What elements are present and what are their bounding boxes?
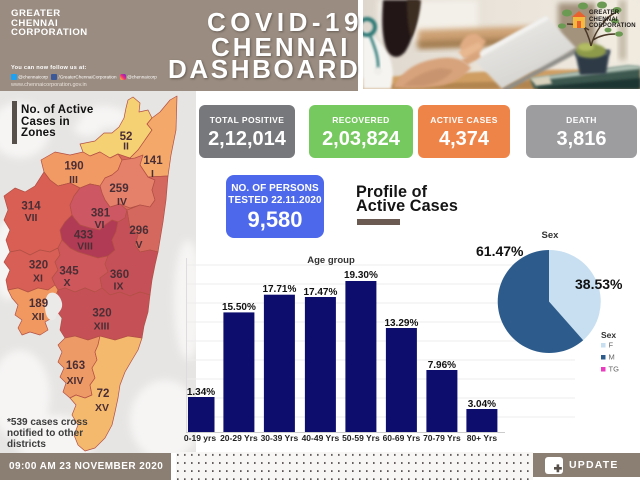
svg-text:433: 433 — [74, 230, 93, 242]
svg-text:345: 345 — [59, 266, 79, 278]
svg-text:I: I — [151, 168, 154, 180]
svg-text:259: 259 — [109, 183, 128, 195]
svg-text:XIII: XIII — [94, 321, 110, 333]
svg-text:141: 141 — [143, 155, 163, 167]
svg-text:296: 296 — [129, 225, 148, 237]
svg-text:M: M — [609, 353, 615, 362]
svg-text:163: 163 — [66, 360, 85, 372]
svg-text:320: 320 — [92, 308, 111, 320]
svg-text:XII: XII — [32, 311, 45, 323]
svg-text:0-19 yrs: 0-19 yrs — [184, 433, 216, 443]
svg-text:VII: VII — [25, 212, 38, 224]
svg-text:320: 320 — [29, 260, 48, 272]
svg-text:50-59 Yrs: 50-59 Yrs — [342, 433, 380, 443]
svg-text:190: 190 — [64, 161, 83, 173]
svg-text:314: 314 — [21, 201, 41, 213]
svg-text:XV: XV — [95, 402, 109, 414]
svg-text:17.47%: 17.47% — [303, 287, 337, 298]
svg-text:72: 72 — [97, 388, 110, 400]
svg-text:II: II — [123, 141, 129, 153]
svg-text:V: V — [135, 239, 142, 251]
svg-text:Sex: Sex — [542, 230, 560, 241]
svg-text:VIII: VIII — [77, 241, 93, 253]
svg-text:60-69 Yrs: 60-69 Yrs — [383, 433, 421, 443]
svg-text:189: 189 — [29, 298, 48, 310]
svg-text:381: 381 — [91, 208, 111, 220]
svg-text:40-49 Yrs: 40-49 Yrs — [302, 433, 340, 443]
svg-text:X: X — [63, 277, 70, 289]
svg-text:15.50%: 15.50% — [222, 302, 256, 313]
svg-text:Sex: Sex — [601, 330, 616, 340]
svg-text:TG: TG — [609, 365, 620, 374]
svg-text:52: 52 — [120, 131, 133, 143]
svg-text:80+ Yrs: 80+ Yrs — [467, 433, 498, 443]
svg-text:VI: VI — [95, 219, 105, 231]
svg-text:III: III — [69, 174, 78, 186]
svg-text:20-29 Yrs: 20-29 Yrs — [220, 433, 258, 443]
svg-text:IX: IX — [114, 281, 124, 293]
svg-text:IV: IV — [117, 196, 127, 208]
svg-text:17.71%: 17.71% — [262, 284, 296, 295]
svg-text:7.96%: 7.96% — [428, 360, 456, 371]
svg-text:70-79 Yrs: 70-79 Yrs — [423, 433, 461, 443]
svg-text:XI: XI — [33, 273, 43, 285]
svg-text:3.04%: 3.04% — [468, 399, 496, 410]
svg-text:360: 360 — [110, 269, 129, 281]
svg-text:Age group: Age group — [307, 255, 355, 266]
svg-text:19.30%: 19.30% — [344, 270, 378, 281]
svg-text:1.34%: 1.34% — [187, 387, 215, 398]
svg-text:30-39 Yrs: 30-39 Yrs — [261, 433, 299, 443]
svg-text:F: F — [609, 341, 614, 350]
svg-text:13.29%: 13.29% — [384, 318, 418, 329]
svg-text:XIV: XIV — [67, 375, 84, 387]
